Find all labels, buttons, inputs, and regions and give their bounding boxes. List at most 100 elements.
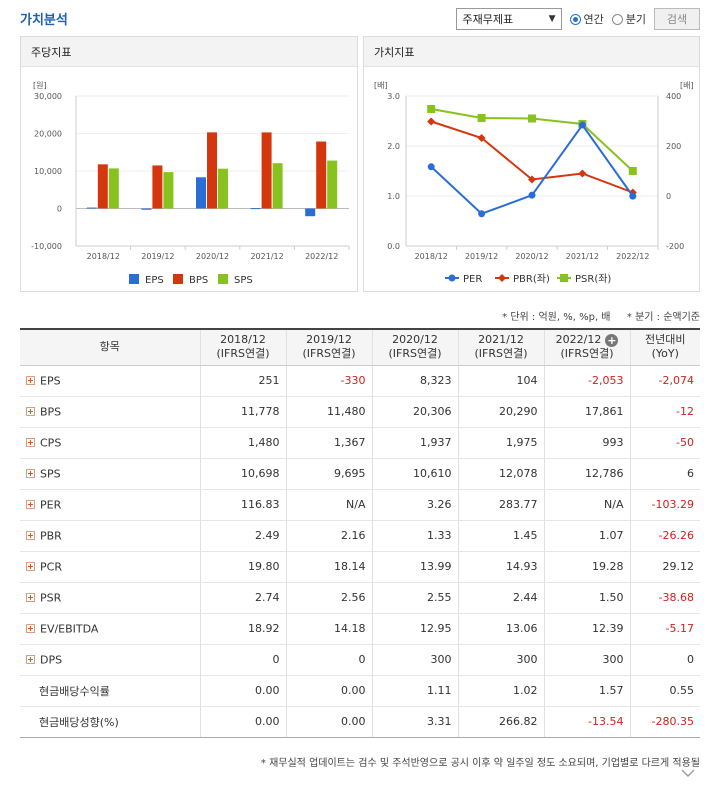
legend-swatch [218,274,228,284]
table-cell: N/A [285,489,372,521]
radio-checked-icon [569,13,581,25]
table-row: EV/EBITDA 18.92 14.18 12.95 13.06 12.39 -5.17 [20,613,700,645]
legend-label: BPS [189,275,208,286]
expand-plus-icon[interactable] [26,469,35,479]
bar-eps [250,208,261,210]
radio-annual[interactable]: 연간 [569,11,604,27]
header-period: 2021/12 (IFRS연결) [457,328,544,366]
table-cell: 1,975 [457,427,544,459]
bar-sps [327,160,338,209]
row-label-cell: 현금배당수익률 [20,675,200,707]
bar-eps [305,208,316,217]
row-label: PER [40,498,62,512]
unit-note: * 단위 : 억원, %, %p, 배 [502,312,611,323]
row-label: CPS [40,436,62,450]
row-label-cell[interactable]: SPS [20,458,200,490]
legend-label: SPS [234,275,253,286]
table-cell: 1,480 [199,427,286,459]
table-cell: 0.00 [199,706,286,738]
table-cell: 2.49 [199,520,286,552]
search-button[interactable]: 검색 [654,8,700,30]
table-cell: 17,861 [543,396,630,428]
expand-plus-icon[interactable] [26,438,35,448]
bar-bps [97,164,108,209]
table-cell: 2.55 [371,582,458,614]
row-label: EPS [40,374,61,388]
bar-bps [207,132,217,209]
expand-plus-icon[interactable] [26,500,35,510]
row-label-cell[interactable]: DPS [20,644,200,676]
header-item: 항목 [20,328,200,366]
table-cell: -280.35 [629,706,700,738]
table-row: 현금배당수익률 0.00 0.00 1.11 1.02 1.57 0.55 [20,675,700,707]
row-label-cell[interactable]: CPS [20,427,200,459]
header-sublabel: (IFRS연결) [216,347,270,361]
row-label-cell[interactable]: PCR [20,551,200,583]
table-cell: 12,786 [543,458,630,490]
table-cell: 300 [457,644,544,676]
title-bar: 가치분석 주재무제표 ▼ 연간 분기 검색 [20,6,700,32]
header-sublabel: (IFRS연결) [474,347,528,361]
row-label: EV/EBITDA [40,622,99,636]
table-cell: 14.93 [457,551,544,583]
table-cell: 1.45 [457,520,544,552]
row-label: PSR [40,591,62,605]
table-cell: 0.00 [199,675,286,707]
table-cell: -2,053 [543,365,630,397]
expand-plus-icon[interactable] [26,593,35,603]
data-point [628,167,637,175]
table-cell: 13.06 [457,613,544,645]
header-label: 2018/12 [220,333,266,347]
expand-plus-icon[interactable] [26,407,35,417]
row-label-cell[interactable]: PER [20,489,200,521]
table-cell: -50 [629,427,700,459]
valuation-chart-title: 가치지표 [364,37,699,67]
table-cell: -26.26 [629,520,700,552]
data-point [528,175,536,184]
table-cell: 12,078 [457,458,544,490]
row-label: 현금배당수익률 [39,684,110,698]
expand-plus-icon[interactable] [26,624,35,634]
bar-sps [163,172,174,209]
table-header-row: 항목 2018/12 (IFRS연결) 2019/12 (IFRS연결) 2020/12(… [20,328,700,366]
bar-bps [316,141,327,209]
per-share-chart-panel: 주당지표 [원] 30,000 20,000 10,000 0 -10,000 2018/1… [20,36,358,292]
expand-plus-icon[interactable] [26,531,35,541]
table-cell: 1.11 [371,675,458,707]
y-tick-label: 10,000 [34,167,62,176]
row-label: BPS [40,405,62,419]
table-cell: 1.50 [543,582,630,614]
table-cell: 0.00 [285,706,372,738]
statement-select[interactable]: 주재무제표 ▼ [455,8,562,30]
expand-plus-icon[interactable] [26,562,35,572]
row-label-cell[interactable]: EPS [20,365,200,397]
table-cell: 0.55 [629,675,700,707]
radio-quarter[interactable]: 분기 [611,11,646,27]
y-tick-label-right: -200 [666,242,684,251]
table-cell: 0 [285,644,372,676]
table-cell: -2,074 [629,365,700,397]
table-cell: 11,480 [285,396,372,428]
y-tick-label-left: 2.0 [387,142,400,151]
chevron-down-icon[interactable] [681,768,695,778]
table-row: 현금배당성향(%) 0.00 0.00 3.31 266.82 -13.54 -280.35 [20,706,700,738]
expand-plus-icon[interactable] [26,655,35,665]
table-cell: 14.18 [285,613,372,645]
row-label-cell[interactable]: EV/EBITDA [20,613,200,645]
table-cell: 6 [629,458,700,490]
data-point [477,114,486,122]
expand-plus-icon[interactable] [26,376,35,386]
add-column-icon[interactable]: + [605,333,619,347]
table-cell: 10,610 [371,458,458,490]
table-row: DPS 0 0 300 300 300 0 [20,644,700,676]
valuation-line-chart: [배] [배] 3.0 2.0 1.0 0.0 400 200 0 -200 2018/12 2019… [374,81,694,285]
row-label-cell[interactable]: PBR [20,520,200,552]
row-label-cell[interactable]: PSR [20,582,200,614]
table-cell: -12 [629,396,700,428]
row-label-cell[interactable]: BPS [20,396,200,428]
table-cell: 12.39 [543,613,630,645]
chevron-down-icon: ▼ [548,14,556,24]
table-cell: 993 [543,427,630,459]
data-point [427,117,436,126]
statement-select-value: 주재무제표 [462,13,514,26]
